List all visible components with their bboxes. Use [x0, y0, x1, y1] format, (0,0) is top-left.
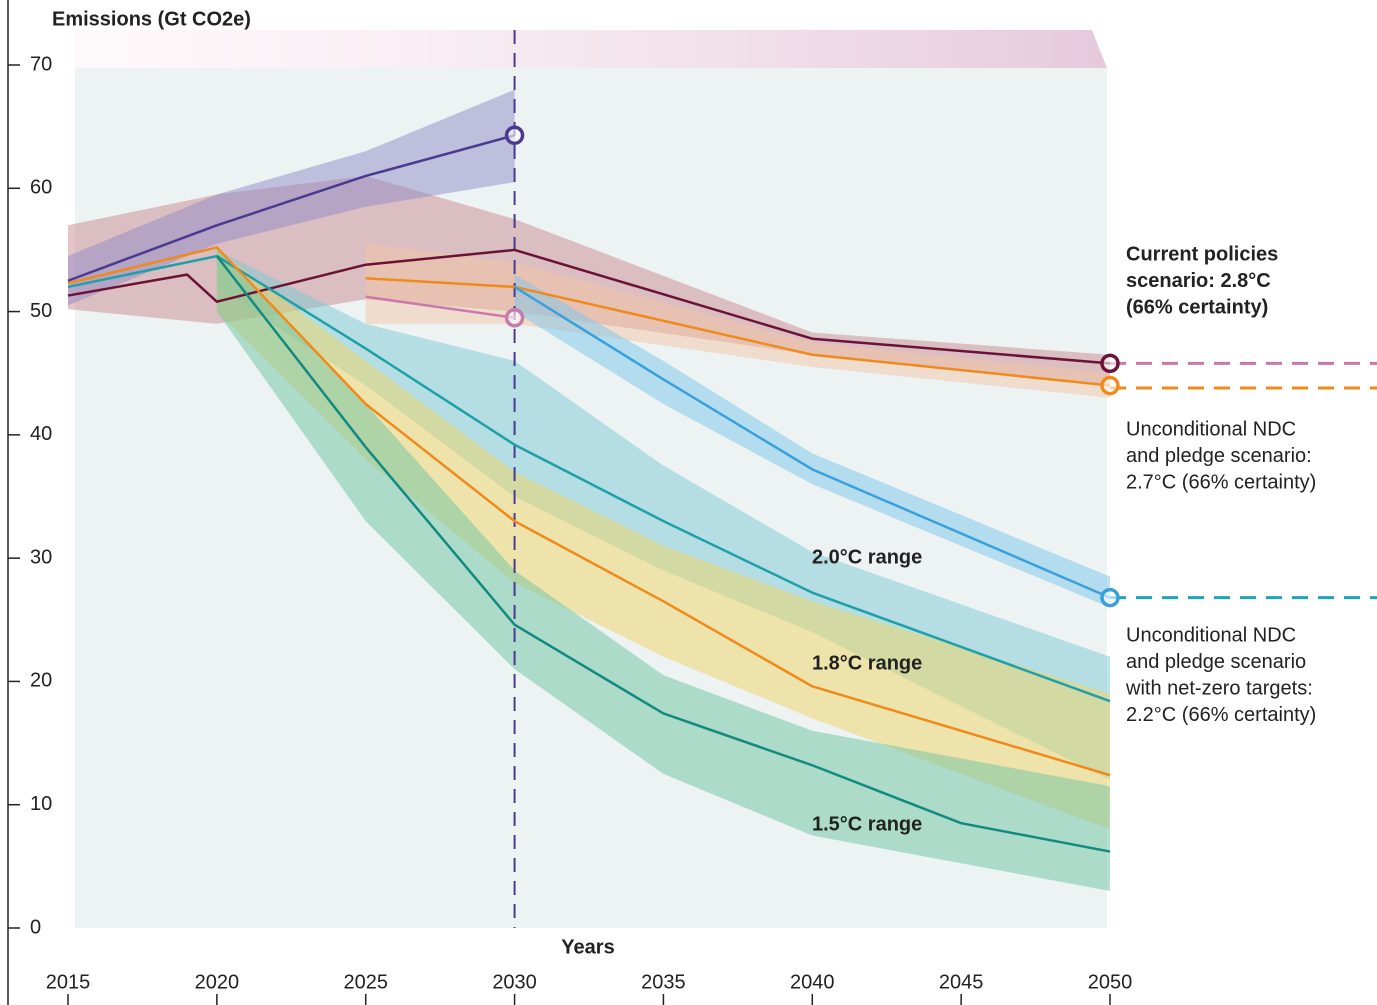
- annotation: 2.7°C (66% certainty): [1126, 471, 1316, 493]
- range-band: [216, 249, 1110, 892]
- y-tick-label: 70: [30, 53, 52, 75]
- range-label: 1.5°C range: [812, 813, 922, 835]
- range-label: 1.8°C range: [812, 652, 922, 674]
- series-line: [513, 285, 1111, 599]
- range-label: 2.0°C range: [812, 546, 922, 568]
- annotation: scenario: 2.8°C: [1126, 270, 1271, 292]
- plot: [67, 30, 1377, 928]
- end-marker: [1100, 353, 1120, 374]
- annotation: (66% certainty): [1126, 296, 1268, 318]
- x-tick-label: 2035: [641, 971, 686, 993]
- y-tick-label: 30: [30, 546, 52, 568]
- series-line: [67, 134, 515, 282]
- y-tick-label: 60: [30, 177, 52, 199]
- range-band: [68, 89, 515, 306]
- end-marker: [1100, 375, 1120, 396]
- range-band: [216, 249, 1110, 830]
- annotation: and pledge scenario: [1126, 651, 1306, 673]
- y-tick-label: 20: [30, 670, 52, 692]
- annotation: with net-zero targets:: [1125, 677, 1313, 699]
- end-marker: [504, 125, 525, 146]
- annotation: and pledge scenario:: [1126, 445, 1312, 467]
- range-band: [68, 175, 1110, 386]
- x-axis-label: Years: [561, 936, 614, 958]
- x-tick-label: 2050: [1088, 971, 1133, 993]
- annotation: 2.2°C (66% certainty): [1126, 704, 1316, 726]
- end-marker: [504, 307, 525, 328]
- end-marker: [1100, 587, 1120, 608]
- x-tick-label: 2045: [939, 971, 984, 993]
- y-tick-label: 10: [30, 793, 52, 815]
- y-tick-label: 50: [30, 300, 52, 322]
- chart-title: Emissions (Gt CO2e): [52, 8, 251, 30]
- series-line: [365, 277, 1111, 387]
- annotation: Unconditional NDC: [1126, 418, 1296, 440]
- series-line: [215, 255, 1111, 853]
- annotation: Unconditional NDC: [1126, 624, 1296, 646]
- y-tick-label: 40: [30, 423, 52, 445]
- y-tick-label: 0: [30, 916, 41, 938]
- x-tick-label: 2030: [492, 971, 537, 993]
- x-tick-label: 2040: [790, 971, 835, 993]
- annotation: Current policies: [1126, 243, 1278, 265]
- range-band: [514, 274, 1110, 608]
- x-tick-label: 2025: [343, 971, 388, 993]
- range-band: [365, 243, 1110, 398]
- series-line: [67, 248, 1111, 365]
- series-line: [365, 295, 515, 319]
- top-band: [75, 30, 1107, 68]
- series-line: [67, 246, 1111, 777]
- x-tick-label: 2015: [46, 971, 91, 993]
- x-tick-label: 2020: [195, 971, 240, 993]
